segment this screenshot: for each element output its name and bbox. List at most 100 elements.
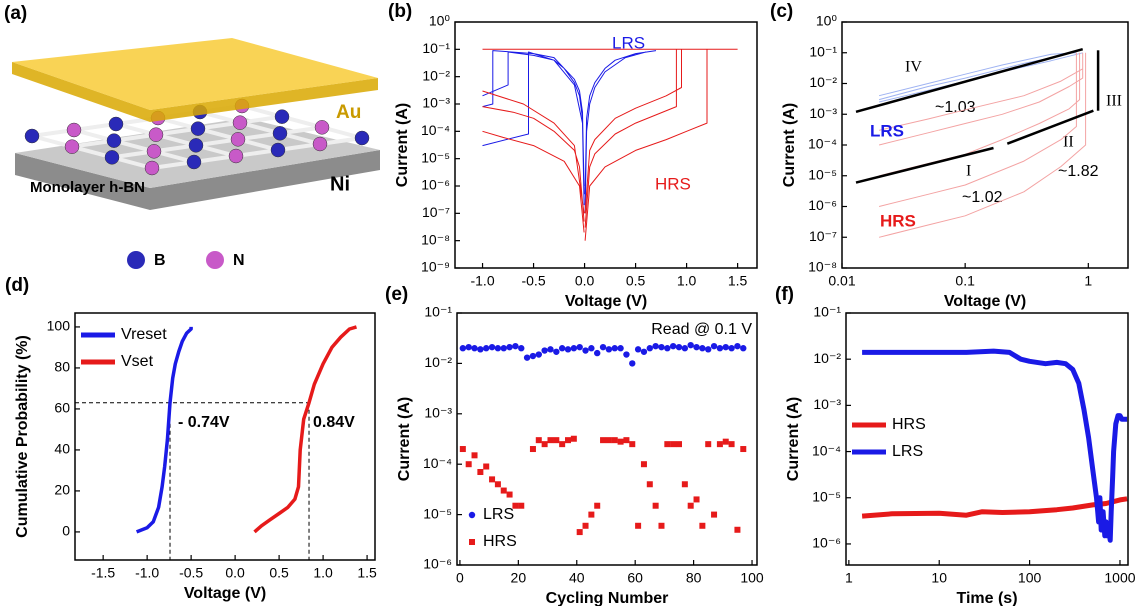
series-line — [482, 50, 657, 214]
panel-label: (f) — [775, 284, 794, 305]
legend-label: Vset — [121, 353, 154, 370]
point — [740, 446, 747, 453]
x-tick-label: 1.5 — [728, 273, 748, 289]
point — [471, 452, 478, 459]
point — [611, 345, 618, 352]
y-tick-label: 10⁻⁶ — [812, 535, 841, 551]
point — [675, 343, 683, 351]
point — [664, 441, 671, 448]
point — [459, 446, 466, 453]
point — [640, 348, 648, 355]
x-tick-label: 10 — [931, 570, 947, 586]
point — [541, 347, 548, 354]
point — [716, 441, 723, 448]
x-tick-label: -1.0 — [135, 565, 159, 581]
x-tick-label: -1.0 — [470, 273, 494, 289]
plot-frame — [454, 21, 758, 269]
annotation: IV — [905, 59, 922, 76]
legend-label: HRS — [483, 533, 517, 550]
point — [588, 345, 595, 352]
series-label: HRS — [655, 174, 691, 193]
y-tick-label: 10⁻¹ — [424, 304, 452, 320]
x-tick-label: 1 — [845, 570, 853, 586]
point — [582, 347, 589, 354]
point — [705, 346, 712, 353]
point — [634, 346, 642, 353]
point — [722, 438, 729, 445]
series-label: LRS — [612, 33, 645, 52]
au-side — [12, 62, 378, 122]
series-line — [135, 326, 193, 534]
point — [558, 345, 566, 352]
y-tick-label: 10⁻³ — [422, 95, 450, 111]
x-tick-label: 1.5 — [357, 565, 377, 581]
point — [728, 345, 735, 352]
y-tick-label: 10⁻⁵ — [812, 488, 841, 504]
point — [599, 343, 607, 351]
x-axis-title: Voltage (V) — [944, 293, 1026, 310]
series-line — [1006, 109, 1094, 145]
point — [483, 345, 490, 352]
point — [582, 522, 589, 529]
point — [488, 343, 496, 351]
point — [553, 437, 560, 444]
atom — [270, 142, 286, 158]
legend-label: Vreset — [121, 326, 167, 343]
x-tick-label: 0.1 — [955, 273, 975, 289]
point — [541, 441, 548, 448]
atom — [144, 160, 160, 176]
point — [605, 437, 612, 444]
point — [699, 345, 706, 352]
atom — [186, 154, 202, 170]
point — [611, 437, 618, 444]
point — [664, 345, 671, 352]
point — [512, 342, 519, 350]
point — [506, 491, 513, 498]
y-tick-label: 10⁻⁴ — [808, 136, 837, 152]
point — [564, 346, 572, 353]
x-tick-label: 80 — [686, 570, 702, 586]
point — [705, 441, 712, 448]
y-tick-label: 80 — [54, 359, 70, 375]
legend-marker — [469, 539, 475, 545]
y-tick-label: 10⁻⁵ — [421, 149, 450, 165]
point — [506, 343, 513, 351]
y-tick-label: 10⁻¹ — [809, 43, 837, 59]
point — [617, 438, 624, 445]
x-tick-label: 0.01 — [828, 273, 855, 289]
y-tick-label: 20 — [54, 482, 70, 498]
x-tick-label: 20 — [511, 570, 527, 586]
plot-frame — [841, 21, 1129, 269]
atom — [104, 150, 120, 165]
y-tick-label: 10⁻⁶ — [423, 556, 452, 572]
x-tick-label: 0.5 — [626, 273, 646, 289]
point — [600, 437, 607, 444]
y-tick-label: 10⁻⁴ — [812, 442, 841, 458]
atom — [274, 109, 290, 124]
point — [658, 522, 665, 529]
x-tick-label: -0.5 — [521, 273, 545, 289]
point — [699, 522, 706, 529]
y-tick-label: 10⁻⁹ — [421, 259, 450, 275]
annotation: ~1.03 — [935, 99, 976, 116]
atom — [314, 120, 330, 135]
annotation: III — [1106, 93, 1122, 110]
point — [518, 502, 525, 509]
point — [716, 345, 724, 352]
point — [693, 343, 700, 351]
x-tick-label: 0.0 — [225, 565, 245, 581]
y-tick-label: 10⁻¹ — [813, 304, 841, 320]
point — [594, 349, 601, 357]
atom — [232, 115, 248, 130]
annotation: 0.84V — [313, 414, 355, 431]
point — [646, 481, 653, 488]
y-axis-title: Current (A) — [394, 103, 411, 187]
point — [547, 437, 554, 444]
annotation: I — [966, 163, 971, 180]
point — [465, 461, 472, 468]
legend-label: HRS — [892, 416, 926, 433]
y-tick-label: 0 — [62, 523, 70, 539]
atom — [24, 128, 40, 144]
atom — [272, 126, 288, 141]
point — [687, 341, 694, 349]
